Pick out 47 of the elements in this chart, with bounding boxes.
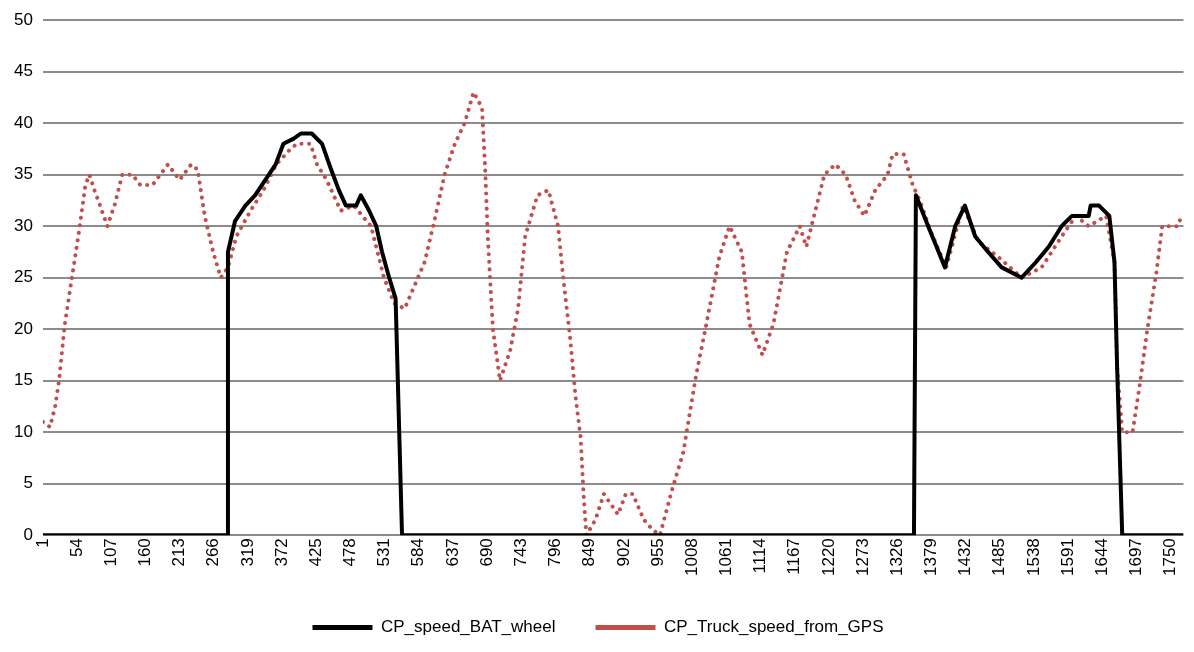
y-tick-label: 10	[13, 421, 33, 441]
x-tick-label: 1432	[955, 538, 975, 577]
x-tick-label: 1697	[1126, 538, 1146, 577]
x-tick-label: 54	[66, 538, 86, 558]
legend-label: CP_speed_BAT_wheel	[380, 617, 556, 637]
y-tick-label: 0	[23, 524, 33, 544]
x-tick-label: 743	[511, 538, 530, 567]
x-tick-label: 1538	[1023, 538, 1043, 577]
y-tick-label: 50	[13, 9, 33, 29]
x-tick-label: 796	[545, 538, 565, 567]
y-tick-label: 25	[13, 267, 33, 287]
x-tick-label: 213	[169, 538, 189, 567]
x-tick-label: 1644	[1091, 538, 1111, 577]
x-tick-label: 849	[579, 538, 599, 567]
x-tick-label: 637	[442, 538, 462, 567]
y-tick-label: 20	[13, 318, 33, 338]
x-tick-label: 1114	[750, 538, 770, 574]
y-tick-label: 30	[13, 215, 33, 235]
x-tick-label: 1326	[886, 538, 906, 577]
x-tick-label: 1167	[784, 538, 804, 575]
x-tick-label: 1485	[989, 538, 1009, 577]
y-tick-label: 5	[23, 473, 33, 493]
x-tick-label: 1220	[818, 538, 838, 577]
x-tick-label: 902	[613, 538, 633, 567]
y-tick-label: 45	[13, 61, 33, 81]
x-tick-label: 425	[305, 538, 325, 567]
x-tick-label: 319	[237, 538, 257, 567]
x-tick-label: 372	[271, 538, 291, 567]
x-tick-label: 584	[408, 538, 428, 567]
x-tick-label: 160	[135, 538, 155, 567]
x-tick-label: 1	[32, 538, 52, 548]
x-tick-label: 266	[203, 538, 223, 567]
x-tick-label: 1061	[716, 538, 736, 577]
y-tick-label: 40	[13, 112, 33, 132]
x-tick-label: 1273	[852, 538, 872, 577]
y-tick-label: 15	[13, 370, 33, 390]
x-tick-label: 1379	[921, 538, 941, 577]
x-tick-label: 531	[374, 538, 394, 567]
legend-label: CP_Truck_speed_from_GPS	[664, 617, 884, 637]
y-tick-label: 35	[13, 164, 33, 184]
x-tick-label: 478	[340, 538, 360, 567]
x-tick-label: 107	[100, 538, 120, 567]
x-tick-label: 690	[476, 538, 496, 567]
x-tick-label: 1008	[681, 538, 701, 577]
x-tick-label: 955	[647, 538, 667, 567]
x-tick-label: 1750	[1160, 538, 1180, 577]
x-tick-label: 1591	[1057, 538, 1077, 577]
